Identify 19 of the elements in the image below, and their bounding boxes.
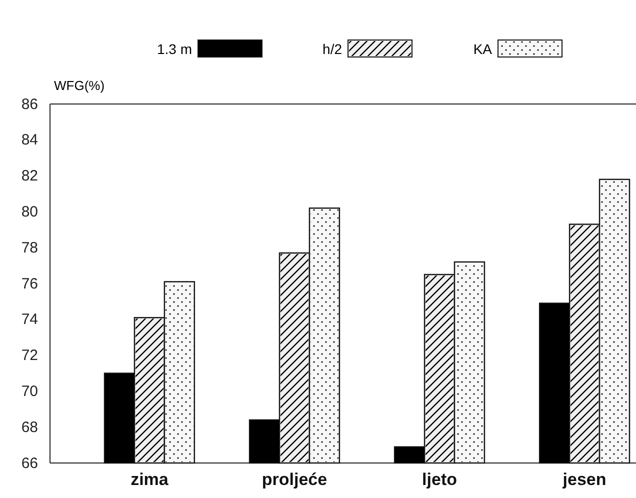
y-tick-label: 72 — [21, 347, 38, 364]
legend-label: KA — [473, 41, 493, 57]
x-tick-label: ljeto — [422, 470, 457, 490]
x-tick-label: jesen — [562, 470, 606, 490]
y-tick-label: 84 — [21, 132, 38, 149]
legend-label: h/2 — [322, 41, 342, 57]
y-tick-label: 74 — [21, 311, 38, 328]
y-axis-title: WFG(%) — [54, 78, 105, 93]
y-tick-label: 78 — [21, 239, 38, 256]
y-tick-label: 70 — [21, 383, 38, 400]
y-tick-label: 68 — [21, 418, 38, 436]
x-tick-label: zima — [130, 470, 169, 490]
legend-label: 1.3 m — [156, 41, 192, 57]
y-tick-label: 66 — [21, 454, 38, 472]
y-tick-label: 76 — [21, 275, 38, 292]
y-tick-label: 82 — [21, 168, 38, 185]
y-tick-label: 86 — [21, 96, 38, 113]
y-tick-label: 80 — [21, 204, 38, 220]
x-tick-label: proljeće — [262, 470, 328, 490]
